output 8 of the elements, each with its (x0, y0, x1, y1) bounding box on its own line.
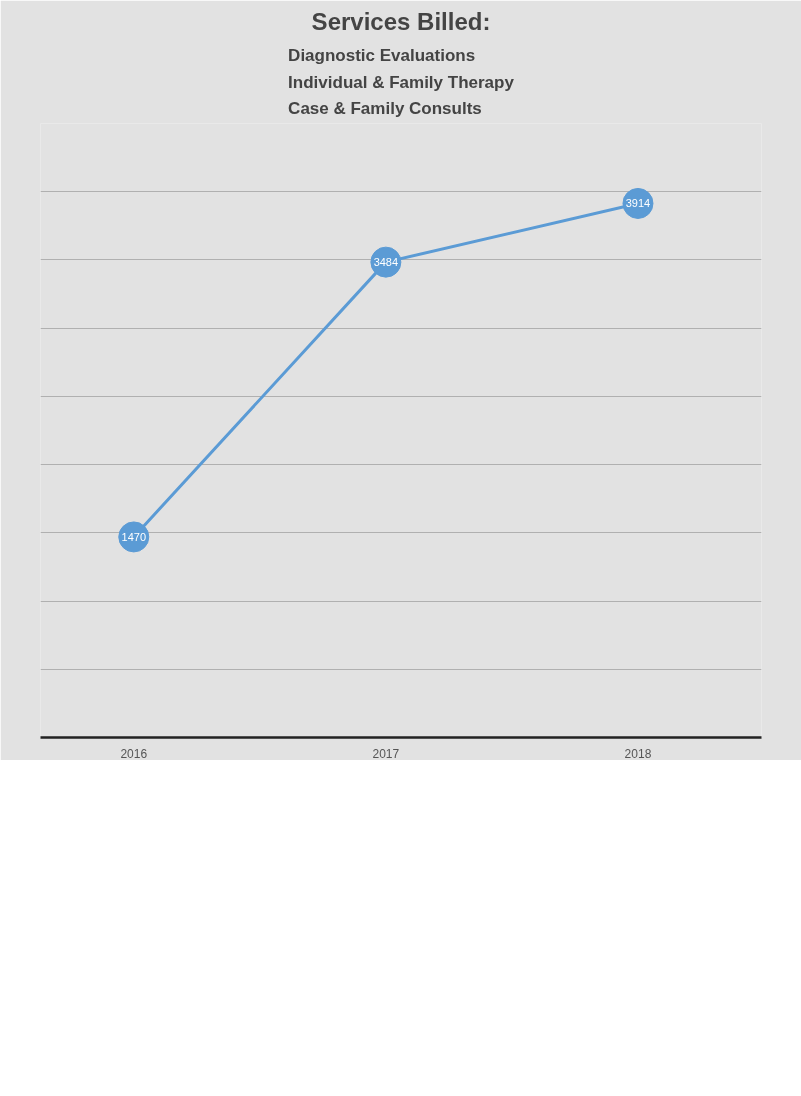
x-tick-label: 2018 (624, 746, 652, 761)
x-tick-label: 2017 (372, 746, 400, 761)
data-label: 3914 (625, 197, 651, 210)
chart-title: Services Billed: (311, 7, 491, 35)
data-label: 1470 (121, 530, 147, 543)
x-tick-label: 2016 (120, 746, 148, 761)
data-label: 3484 (373, 256, 399, 269)
chart-subtitle: Diagnostic Evaluations Individual & Family Therapy Case & Family Consults (288, 46, 515, 119)
